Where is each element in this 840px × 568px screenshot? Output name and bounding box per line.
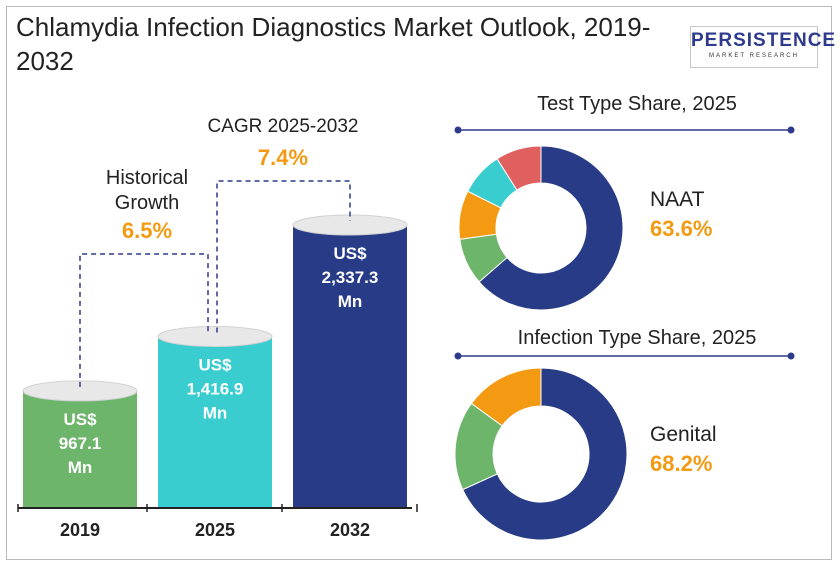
x-tick-label-2019: 2019	[60, 520, 100, 540]
bar-value-label-2032: US$	[333, 244, 367, 263]
bar-2032	[293, 225, 407, 508]
bar-value-label-2019: Mn	[68, 458, 93, 477]
donut-highlight-label-test-type: NAAT	[650, 188, 705, 211]
donut-title-test-type: Test Type Share, 2025	[537, 93, 737, 115]
bar-2019	[23, 390, 137, 508]
donut-highlight-value-test-type: 63.6%	[650, 216, 712, 241]
chart-frame	[6, 6, 832, 560]
bar-value-label-2032: Mn	[338, 292, 363, 311]
logo-name: PERSISTENCE	[691, 30, 837, 51]
x-tick-label-2032: 2032	[330, 520, 370, 540]
chart-title: Chlamydia Infection Diagnostics Market O…	[16, 12, 651, 76]
cagr-value: 7.4%	[258, 145, 308, 170]
bar-2025	[158, 336, 272, 508]
bar-cap-2025	[157, 325, 273, 347]
bar-cap-2019	[22, 380, 138, 402]
bar-value-label-2025: US$	[198, 355, 232, 374]
bar-value-label-2025: 1,416.9	[187, 379, 244, 398]
bar-value-label-2025: Mn	[203, 403, 228, 422]
donut-slice-infection-type-0	[462, 367, 628, 541]
logo-tagline: MARKET RESEARCH	[709, 53, 799, 59]
donut-slice-test-type-4	[496, 145, 542, 191]
historical-growth-label: Growth	[115, 192, 179, 214]
bar-value-label-2019: 967.1	[59, 434, 102, 453]
x-tick-label-2025: 2025	[195, 520, 235, 540]
donut-slice-test-type-0	[478, 145, 624, 311]
cagr-connector	[216, 180, 351, 333]
divider-dot	[787, 126, 795, 134]
historical-growth-value: 6.5%	[122, 218, 172, 243]
donut-highlight-label-infection-type: Genital	[650, 423, 717, 446]
divider-dot	[454, 126, 462, 134]
donut-highlight-value-infection-type: 68.2%	[650, 451, 712, 476]
cagr-label: CAGR 2025-2032	[207, 116, 358, 137]
bar-value-label-2032: 2,337.3	[322, 268, 379, 287]
donut-title-infection-type: Infection Type Share, 2025	[518, 327, 757, 349]
historical-growth-connector	[79, 253, 209, 387]
divider-dot	[454, 352, 462, 360]
bar-cap-2032	[292, 214, 408, 236]
persistence-logo: PERSISTENCE MARKET RESEARCH	[690, 26, 837, 68]
donut-slice-infection-type-2	[470, 367, 542, 427]
divider-dot	[787, 352, 795, 360]
bar-value-label-2019: US$	[63, 410, 97, 429]
historical-growth-label: Historical	[106, 167, 188, 189]
